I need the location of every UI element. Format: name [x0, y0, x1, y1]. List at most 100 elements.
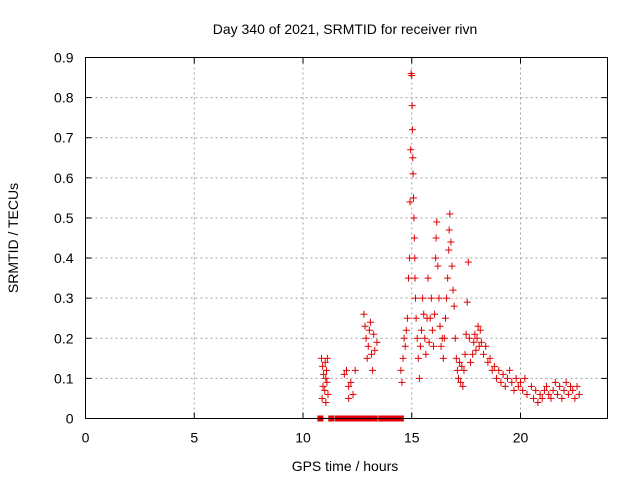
data-point — [410, 214, 418, 222]
data-point — [322, 366, 330, 374]
data-point — [422, 350, 430, 358]
data-point — [361, 322, 369, 330]
chart-title: Day 340 of 2021, SRMTID for receiver riv… — [213, 21, 478, 37]
data-point — [464, 258, 472, 266]
data-point — [409, 154, 417, 162]
data-point — [437, 342, 445, 350]
data-point — [477, 338, 485, 346]
data-point — [321, 358, 329, 366]
data-point — [450, 302, 458, 310]
data-point — [543, 382, 551, 390]
data-point — [441, 314, 449, 322]
data-point — [373, 338, 381, 346]
data-point — [343, 366, 350, 374]
data-point — [349, 390, 357, 398]
data-point — [470, 338, 478, 346]
y-tick-label: 0.8 — [54, 90, 74, 106]
data-point — [549, 386, 557, 394]
data-point — [324, 390, 332, 398]
data-point — [413, 334, 421, 342]
data-point — [320, 370, 328, 378]
axis-ticks — [85, 57, 608, 419]
data-point — [428, 326, 436, 334]
data-point — [452, 354, 460, 362]
data-point — [407, 146, 415, 154]
data-point — [506, 366, 514, 374]
data-point — [439, 354, 447, 362]
data-point — [345, 382, 353, 390]
data-point — [371, 346, 379, 354]
data-point — [512, 374, 520, 382]
data-point — [476, 326, 484, 334]
data-point — [517, 378, 524, 386]
data-point — [534, 398, 542, 406]
plot-frame — [85, 57, 608, 419]
data-point — [419, 294, 427, 302]
data-point — [421, 334, 429, 342]
data-point — [575, 390, 583, 398]
data-point — [527, 382, 535, 390]
data-point — [431, 310, 439, 318]
data-point — [451, 334, 459, 342]
data-point — [340, 370, 348, 378]
data-point — [558, 394, 566, 402]
data-point — [446, 210, 454, 218]
data-point — [540, 386, 548, 394]
data-point — [459, 382, 467, 390]
data-point — [319, 382, 327, 390]
data-point — [410, 234, 418, 242]
data-point — [366, 318, 374, 326]
data-point — [493, 374, 501, 382]
data-point — [530, 394, 538, 402]
data-point — [416, 342, 424, 350]
data-point — [434, 262, 442, 270]
data-point — [521, 374, 529, 382]
data-point — [411, 254, 419, 262]
data-point — [448, 262, 456, 270]
data-point — [545, 390, 553, 398]
y-tick-label: 0.6 — [54, 170, 74, 186]
data-point — [458, 362, 466, 370]
y-axis-label: SRMTID / TECUs — [5, 183, 21, 293]
data-point — [449, 286, 457, 294]
data-point — [404, 274, 412, 282]
data-point — [362, 334, 370, 342]
data-point — [360, 310, 368, 318]
data-point — [432, 234, 440, 242]
x-tick-label: 15 — [404, 430, 420, 446]
data-point — [457, 378, 465, 386]
data-point — [411, 294, 419, 302]
data-point — [400, 334, 408, 342]
data-point — [519, 386, 527, 394]
data-point — [435, 294, 443, 302]
y-tick-label: 0.7 — [54, 130, 74, 146]
data-point — [508, 378, 516, 386]
data-point — [564, 390, 572, 398]
data-point — [408, 126, 416, 134]
data-point — [462, 330, 470, 338]
data-point — [488, 366, 496, 374]
data-point — [323, 354, 331, 362]
x-tick-label: 0 — [82, 430, 90, 446]
data-point — [420, 310, 428, 318]
x-tick-label: 20 — [513, 430, 529, 446]
data-point — [503, 374, 511, 382]
data-point — [427, 294, 435, 302]
y-tick-label: 0.3 — [54, 290, 74, 306]
data-point — [453, 366, 461, 374]
x-tick-label: 5 — [190, 430, 198, 446]
data-point — [447, 238, 455, 246]
y-tick-label: 0.5 — [54, 210, 74, 226]
gridlines — [85, 57, 608, 419]
data-point — [569, 386, 577, 394]
data-point — [444, 274, 452, 282]
data-point — [573, 382, 581, 390]
data-point — [499, 370, 507, 378]
data-point — [495, 366, 503, 374]
data-point — [497, 378, 505, 386]
data-point — [455, 374, 463, 382]
data-point — [426, 314, 434, 322]
data-points — [317, 70, 583, 422]
data-point — [322, 374, 330, 382]
data-point — [409, 194, 417, 202]
